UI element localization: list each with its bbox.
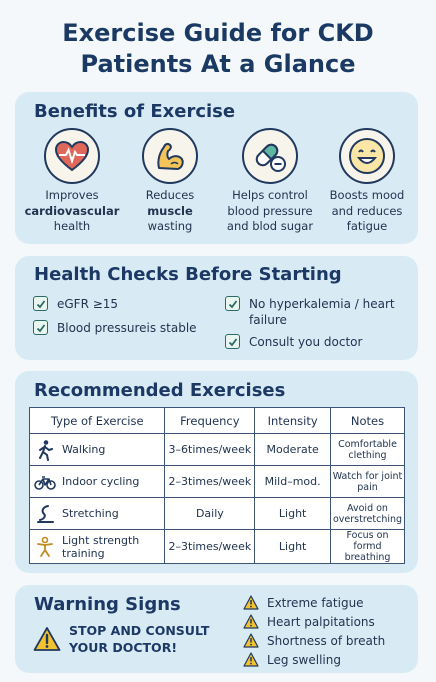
table-row: Stretching Daily Light Avoid on overstre… [28,497,405,530]
benefit-cardiovascular: Improves cardiovascular health [23,128,121,235]
column-header: Frequency [164,407,256,434]
warning-item: Shortness of breath [243,631,385,650]
column-header: Notes [330,407,405,434]
benefits-card: Benefits of Exercise Improves cardiovasc… [15,92,418,244]
exercise-type: Light strength training [62,533,140,560]
exercise-frequency: 2–3times/week [164,465,256,498]
warning-item: Heart palpitations [243,612,385,631]
exercise-type: Indoor cycling [62,475,140,488]
capsule-icon [242,128,298,184]
checkbox-checked-icon [225,334,240,349]
benefit-muscle: Reduces muscle wasting [121,128,219,235]
check-item: Consult you doctor [225,334,362,350]
warning-label: Shortness of breath [267,633,386,648]
check-label: Blood pressureis stable [57,321,197,335]
warning-list: Extreme fatigue Heart palpitations Short… [243,593,385,669]
benefit-line: Boosts mood [329,188,405,202]
bicycle-icon [34,475,56,490]
exercise-type: Walking [62,443,106,456]
stretching-icon [37,504,54,523]
warning-triangle-icon [243,652,259,667]
benefit-line: wasting [147,219,193,233]
flexed-arm-icon [142,128,198,184]
exercise-notes: Watch for joint pain [330,465,405,498]
warning-signs-card: Warning Signs STOP AND CONSULT YOUR DOCT… [15,585,418,673]
check-item: No hyperkalemia / heart failure [225,296,405,328]
check-label: Consult you doctor [249,335,363,349]
exercise-type: Stretching [62,507,119,520]
health-checks-heading: Health Checks Before Starting [34,264,342,285]
check-item: eGFR ≥15 [33,296,118,312]
benefit-line: and reduces [331,203,403,218]
exercise-notes: Comfortable clething [330,433,405,466]
exercise-intensity: Light [254,497,332,530]
checkbox-checked-icon [33,320,48,335]
benefit-line-bold: muscle [147,203,193,218]
benefit-line: fatigue [346,219,388,233]
checkbox-checked-icon [225,296,240,311]
warning-triangle-icon [243,633,259,648]
heart-icon [44,128,100,184]
warning-item: Leg swelling [243,650,385,669]
column-header: Type of Exercise [28,407,166,434]
warning-signs-heading: Warning Signs [34,594,181,615]
strength-icon [37,536,53,557]
health-checks-card: Health Checks Before Starting eGFR ≥15 B… [15,256,418,360]
benefit-mood: Boosts mood and reduces fatigue [318,128,416,235]
benefit-line: and blod sugar [226,219,314,233]
warning-label: Leg swelling [267,652,341,667]
table-row: Indoor cycling 2–3times/week Mild–mod. W… [28,465,405,498]
exercise-notes: Focus on formd breathing [330,529,405,564]
warning-triangle-icon [243,595,259,610]
check-label: eGFR ≥15 [57,297,119,311]
benefit-line: Helps control [232,188,308,202]
table-row: Light strength training 2–3times/week Li… [28,529,405,564]
benefit-blood-pressure: Helps control blood pressure and blod su… [221,128,319,235]
check-item: Blood pressureis stable [33,320,197,336]
warning-item: Extreme fatigue [243,593,385,612]
stop-consult-callout: STOP AND CONSULT YOUR DOCTOR! [33,622,209,656]
exercises-heading: Recommended Exercises [34,380,286,401]
title-line-2: Patients At a Glance [80,50,356,78]
benefit-line: Improves [45,188,99,202]
exercise-notes: Avoid on overstretching [330,497,405,530]
column-header: Intensity [254,407,332,434]
exercise-frequency: 2–3times/week [164,529,256,564]
table-header-row: Type of Exercise Frequency Intensity Not… [28,407,405,434]
exercise-frequency: 3–6times/week [164,433,256,466]
exercise-intensity: Moderate [254,433,332,466]
exercise-table: Type of Exercise Frequency Intensity Not… [28,407,405,564]
checkbox-checked-icon [33,296,48,311]
exercise-intensity: Mild–mod. [254,465,332,498]
warning-triangle-icon [33,627,61,651]
benefit-line: health [53,219,91,233]
benefits-heading: Benefits of Exercise [34,101,236,122]
benefit-line-bold: cardiovascular [24,203,120,218]
benefit-line: Reduces [145,188,195,202]
exercise-frequency: Daily [164,497,256,530]
stop-line-1: STOP AND CONSULT [69,623,210,638]
benefit-line: blood pressure [227,203,313,218]
warning-label: Extreme fatigue [267,595,364,610]
stop-line-2: YOUR DOCTOR! [69,640,178,655]
smiley-icon [339,128,395,184]
walking-icon [39,439,53,461]
check-label: No hyperkalemia / heart failure [249,297,395,327]
page-title: Exercise Guide for CKD Patients At a Gla… [0,18,436,80]
table-row: Walking 3–6times/week Moderate Comfortab… [28,433,405,466]
warning-triangle-icon [243,614,259,629]
warning-label: Heart palpitations [267,614,375,629]
exercises-card: Recommended Exercises Type of Exercise F… [15,371,418,573]
title-line-1: Exercise Guide for CKD [62,19,374,47]
exercise-intensity: Light [254,529,332,564]
